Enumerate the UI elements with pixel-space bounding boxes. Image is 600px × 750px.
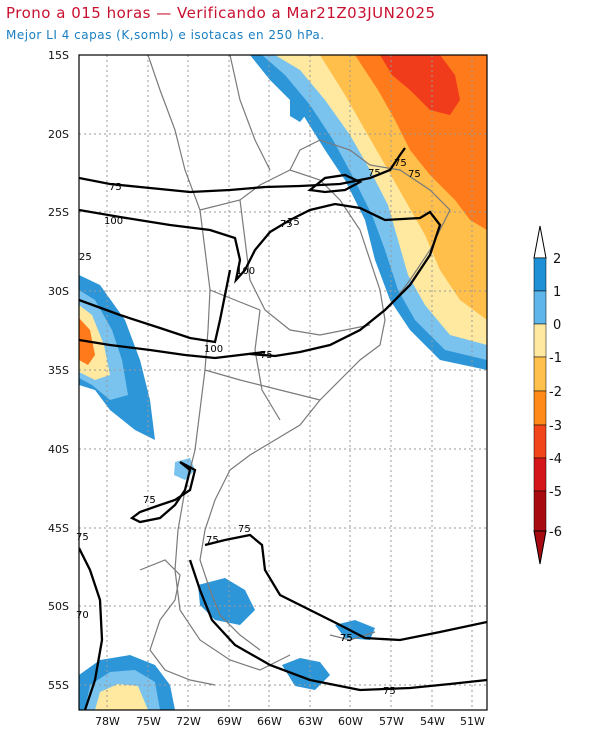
isotach-label: 70 bbox=[76, 610, 89, 621]
isotach-label: 75 bbox=[394, 158, 407, 169]
longitude-labels: 78W 75W 72W 69W 66W 63W 60W 57W 54W 51W bbox=[95, 715, 485, 728]
isotach-100-north bbox=[79, 202, 442, 358]
isotach-contours bbox=[79, 147, 487, 710]
colorbar-label: -1 bbox=[549, 351, 562, 366]
isotach-label: 75 bbox=[260, 350, 273, 361]
map-frame bbox=[78, 54, 488, 711]
political-borders bbox=[139, 55, 451, 686]
lon-label: 63W bbox=[298, 715, 323, 728]
colorbar-label: 2 bbox=[553, 252, 561, 267]
lat-label: 15S bbox=[48, 49, 69, 62]
lat-label: 55S bbox=[48, 679, 69, 692]
isotach-label: 75 bbox=[238, 524, 251, 535]
isotach-label: 75 bbox=[368, 168, 381, 179]
colorbar-label: -3 bbox=[549, 419, 562, 434]
isotach-label: 75 bbox=[143, 495, 156, 506]
isotach-labels: 75 75 75 75 75 100 100 100 75 75 75 75 7… bbox=[76, 158, 421, 697]
colorbar: 2 1 0 -1 -2 -3 -4 -5 -6 bbox=[533, 225, 562, 565]
isotach-label: 75 bbox=[340, 633, 353, 644]
colorbar-bottom-arrow bbox=[533, 530, 547, 565]
lat-label: 40S bbox=[48, 443, 69, 456]
lon-label: 75W bbox=[136, 715, 161, 728]
isotach-label: 100 bbox=[204, 344, 223, 355]
isotach-label: 100 bbox=[104, 216, 123, 227]
isotach-label: 75 bbox=[109, 182, 122, 193]
isotach-label: 75 bbox=[383, 686, 396, 697]
grid-lines bbox=[79, 54, 487, 710]
colorbar-swatch bbox=[533, 490, 547, 532]
lon-label: 66W bbox=[257, 715, 282, 728]
lat-label: 20S bbox=[48, 128, 69, 141]
colorbar-swatch bbox=[533, 257, 547, 292]
latitude-labels: 15S 20S 25S 30S 35S 40S 45S 50S 55S bbox=[48, 49, 69, 692]
map-subtitle: Mejor LI 4 capas (K,somb) e isotacas en … bbox=[6, 28, 325, 42]
colorbar-swatch bbox=[533, 323, 547, 358]
lat-label: 35S bbox=[48, 364, 69, 377]
isotach-75-patagonia bbox=[129, 460, 197, 524]
isotach-75-loop bbox=[307, 173, 363, 194]
isotach-75-north bbox=[79, 147, 406, 194]
lon-label: 57W bbox=[379, 715, 404, 728]
colorbar-top-arrow bbox=[533, 225, 547, 259]
isotach-label: 75 bbox=[76, 532, 89, 543]
colorbar-swatch bbox=[533, 390, 547, 426]
lon-label: 60W bbox=[338, 715, 363, 728]
isotach-100-west bbox=[79, 269, 232, 344]
isotach-75-south3 bbox=[188, 559, 487, 692]
isotach-label: 100 bbox=[236, 266, 255, 277]
lon-label: 69W bbox=[217, 715, 242, 728]
colorbar-label: -2 bbox=[549, 385, 562, 400]
colorbar-label: -6 bbox=[549, 525, 562, 540]
lon-label: 78W bbox=[95, 715, 120, 728]
lat-label: 50S bbox=[48, 600, 69, 613]
isotach-75-south2 bbox=[204, 533, 487, 642]
colorbar-label: 0 bbox=[553, 318, 561, 333]
isotach-label: 75 bbox=[408, 169, 421, 180]
colorbar-swatch bbox=[533, 424, 547, 459]
lon-label: 54W bbox=[420, 715, 445, 728]
isotach-label: 75 bbox=[340, 633, 353, 644]
isotach-label: 75 bbox=[280, 219, 293, 230]
lat-label: 45S bbox=[48, 522, 69, 535]
isotach-label: 25 bbox=[79, 252, 92, 263]
lon-label: 72W bbox=[176, 715, 201, 728]
lat-label: 25S bbox=[48, 206, 69, 219]
map-title: Prono a 015 horas — Verificando a Mar21Z… bbox=[6, 4, 436, 22]
colorbar-label: -5 bbox=[549, 485, 562, 500]
isotach-label: 75 bbox=[287, 217, 300, 228]
isotach-75-south bbox=[79, 547, 104, 710]
colorbar-swatch bbox=[533, 457, 547, 492]
isotach-label: 75 bbox=[206, 535, 219, 546]
colorbar-swatch bbox=[533, 356, 547, 392]
colorbar-label: 1 bbox=[553, 285, 561, 300]
lon-label: 51W bbox=[460, 715, 485, 728]
colorbar-swatch bbox=[533, 290, 547, 325]
lat-label: 30S bbox=[48, 285, 69, 298]
isotach-75-mid bbox=[79, 338, 266, 360]
colorbar-label: -4 bbox=[549, 452, 562, 467]
